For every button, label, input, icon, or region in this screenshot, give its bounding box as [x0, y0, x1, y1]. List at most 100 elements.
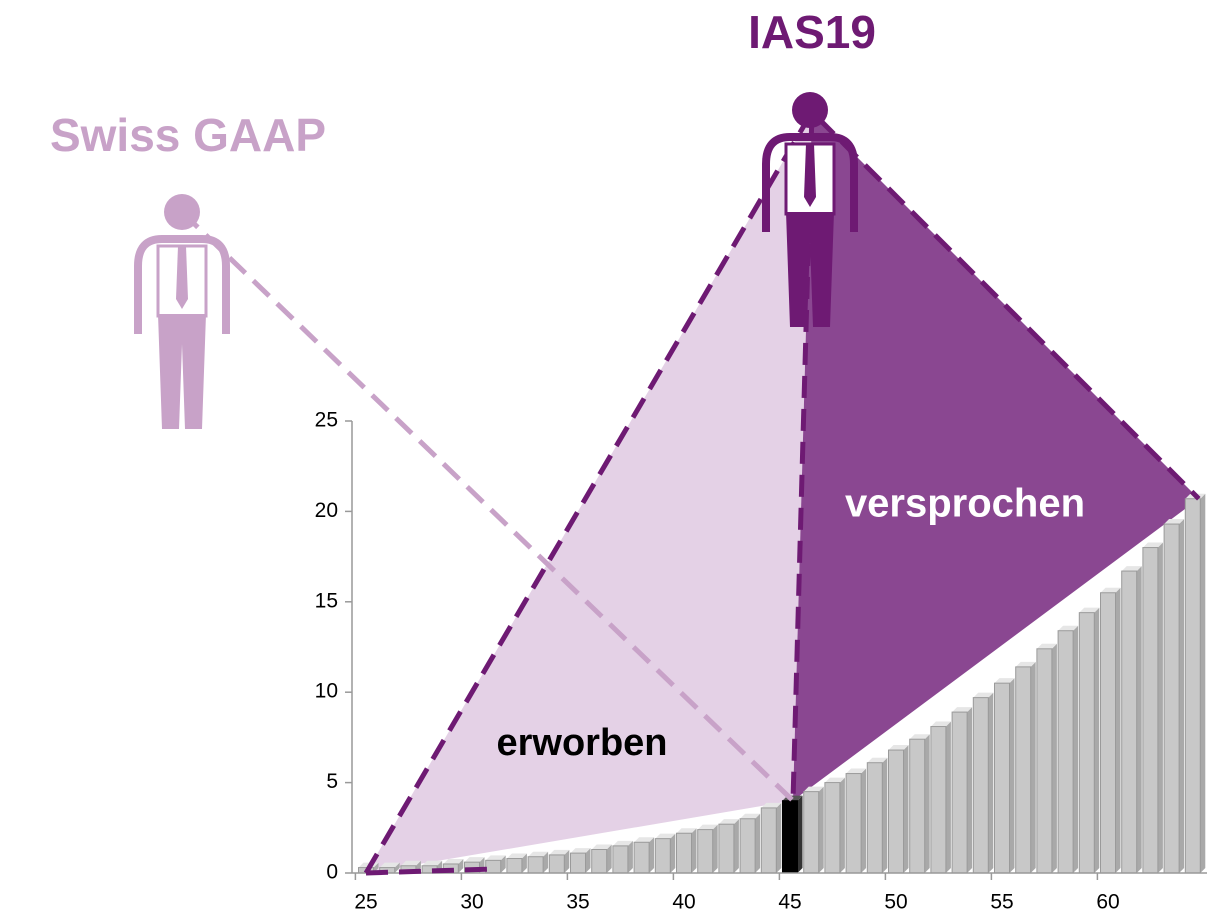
bar-top [612, 840, 633, 846]
bar-side [1073, 625, 1079, 873]
bar [951, 711, 968, 874]
bar-side [394, 862, 400, 873]
bar-side [521, 853, 527, 873]
bar-top [1058, 625, 1079, 631]
bar [485, 859, 502, 874]
bar-top [655, 833, 676, 839]
bar-side [755, 813, 761, 873]
bar-side [861, 768, 867, 873]
bar-side [945, 721, 951, 873]
swiss-line [180, 210, 795, 803]
bar-side [967, 707, 973, 873]
swiss-person [134, 194, 230, 429]
bar-side [712, 824, 718, 873]
y-tick-label: 10 [315, 680, 338, 703]
bar [994, 682, 1010, 874]
bar [803, 791, 820, 874]
bar [909, 738, 926, 874]
bar [1184, 498, 1201, 874]
person-tie [804, 144, 816, 207]
x-tick-label: 45 [778, 891, 801, 914]
bar-top [1015, 661, 1036, 667]
bar-side [627, 840, 633, 873]
bar-side [733, 819, 739, 873]
bar [1163, 523, 1180, 874]
bar [1078, 612, 1095, 874]
y-tick-label: 20 [315, 499, 338, 522]
bar-top [930, 721, 951, 727]
bar-top [867, 757, 888, 763]
bar [1121, 570, 1138, 874]
bar [591, 848, 608, 874]
x-tick-label: 25 [354, 891, 377, 914]
bar-top [528, 851, 549, 857]
bar [845, 773, 862, 874]
bar-top [718, 819, 739, 825]
bar-side [1009, 678, 1015, 873]
bar-side [1094, 607, 1100, 873]
bar [1142, 547, 1159, 874]
person-shoulders [762, 133, 858, 232]
bar-side [649, 837, 655, 873]
bar-side [988, 692, 994, 873]
bar-side [1115, 587, 1121, 873]
bar-side [776, 802, 782, 873]
bar [1057, 630, 1074, 874]
promised-area [793, 112, 1199, 801]
bar-top [973, 692, 994, 698]
person-head [164, 194, 200, 230]
bar-side [1136, 566, 1142, 873]
bar-top [422, 860, 443, 866]
bar [866, 762, 883, 874]
y-tick-label: 0 [326, 861, 338, 884]
x-tick-label: 30 [460, 891, 483, 914]
x-tick-label: 55 [990, 891, 1013, 914]
bar-top [634, 837, 655, 843]
promised-label: versprochen [845, 482, 1085, 526]
bar-side [500, 855, 506, 873]
bar [506, 858, 523, 874]
bars [358, 493, 1206, 874]
bar-top [994, 678, 1015, 684]
bar-top [846, 768, 867, 774]
bar-top [1164, 519, 1185, 525]
y-tick-label: 5 [326, 770, 338, 793]
x-tick-label: 50 [884, 891, 907, 914]
bar-top [1079, 607, 1100, 613]
bar-top [1142, 542, 1163, 548]
bar-top [1036, 643, 1057, 649]
bar [1100, 592, 1116, 874]
person-tie [176, 246, 188, 309]
bar-top [761, 802, 782, 808]
bar [718, 823, 735, 874]
bar [782, 800, 798, 874]
bar-top [1121, 566, 1142, 572]
person-legs [158, 314, 206, 429]
person-legs [786, 212, 834, 327]
bar-top [485, 855, 506, 861]
bar-side [543, 851, 549, 873]
bar-side [839, 777, 845, 873]
overlay: 0 5 10 15 20 25 25 30 35 40 45 50 55 60 IAS19 Swiss GAA… [50, 6, 1207, 914]
bar [654, 838, 671, 874]
bar-side [1200, 493, 1206, 873]
person-shoulders [134, 235, 230, 334]
bar [527, 856, 544, 874]
bar [930, 726, 947, 874]
bar-side [585, 848, 591, 873]
bar-top [740, 813, 761, 819]
bar-top [803, 786, 824, 792]
bar-side [797, 795, 803, 873]
bar [760, 807, 777, 874]
bar [697, 829, 714, 874]
bar [972, 697, 989, 874]
bar-side [1051, 643, 1057, 873]
bar-top [570, 848, 591, 854]
bar-side [882, 757, 888, 873]
bar-top [506, 853, 527, 859]
x-tick-label: 40 [672, 891, 695, 914]
bar [548, 854, 565, 874]
bar [824, 782, 841, 874]
bar-top [591, 844, 612, 850]
